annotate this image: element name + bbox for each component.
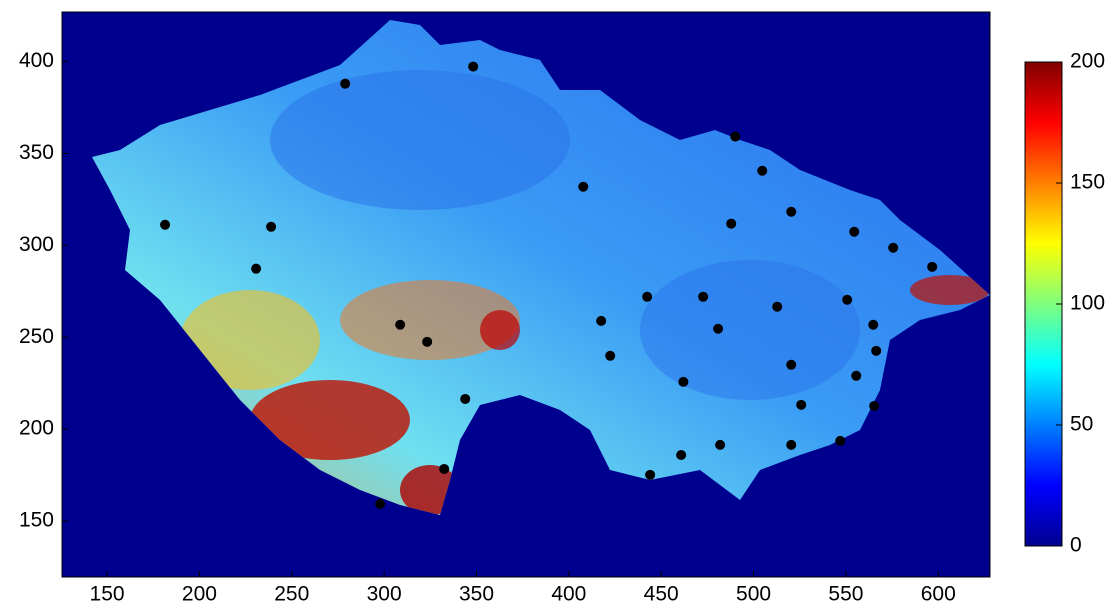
station-point (888, 242, 899, 253)
colorbar (1024, 61, 1063, 547)
x-tick-label: 450 (644, 583, 679, 606)
x-tick-label: 600 (921, 583, 956, 606)
station-point (715, 439, 726, 450)
station-point (251, 263, 262, 274)
station-point (869, 400, 880, 411)
colorbar-tick-label: 50 (1070, 413, 1093, 436)
station-point (786, 439, 797, 450)
station-point (849, 226, 860, 237)
station-point (927, 261, 938, 272)
station-point (642, 291, 653, 302)
x-tick-label: 300 (367, 583, 402, 606)
station-point (375, 498, 386, 509)
station-point (871, 345, 882, 356)
y-tick-label: 200 (19, 417, 54, 440)
x-tick-label: 550 (828, 583, 863, 606)
station-point (842, 294, 853, 305)
station-point (730, 131, 741, 142)
colorbar-tick-label: 0 (1070, 534, 1082, 557)
station-point (726, 218, 737, 229)
x-tick-label: 400 (551, 583, 586, 606)
station-point (796, 399, 807, 410)
station-point (835, 435, 846, 446)
station-point (422, 336, 433, 347)
station-point (395, 319, 406, 330)
y-tick-label: 150 (19, 509, 54, 532)
y-tick-label: 300 (19, 233, 54, 256)
station-point (468, 61, 479, 72)
station-point (340, 78, 351, 89)
colorbar-tick-label: 200 (1070, 50, 1105, 73)
station-point (605, 350, 616, 361)
station-point (851, 370, 862, 381)
y-tick-label: 250 (19, 325, 54, 348)
station-point (160, 219, 171, 230)
y-tick-label: 350 (19, 141, 54, 164)
station-point (786, 359, 797, 370)
station-point (757, 165, 768, 176)
station-point (460, 393, 471, 404)
station-point (786, 206, 797, 217)
x-tick-label: 500 (736, 583, 771, 606)
colorbar-tick-label: 150 (1070, 171, 1105, 194)
station-point (868, 319, 879, 330)
station-point (713, 323, 724, 334)
station-point (645, 469, 656, 480)
station-point (678, 376, 689, 387)
station-point (596, 315, 607, 326)
x-tick-label: 150 (90, 583, 125, 606)
station-point (578, 181, 589, 192)
x-tick-label: 250 (274, 583, 309, 606)
station-point (439, 463, 450, 474)
y-tick-label: 400 (19, 49, 54, 72)
colorbar-tick-label: 100 (1070, 292, 1105, 315)
station-point (698, 291, 709, 302)
station-point (266, 221, 277, 232)
station-point (676, 449, 687, 460)
x-tick-label: 350 (459, 583, 494, 606)
station-point (772, 301, 783, 312)
x-tick-label: 200 (182, 583, 217, 606)
